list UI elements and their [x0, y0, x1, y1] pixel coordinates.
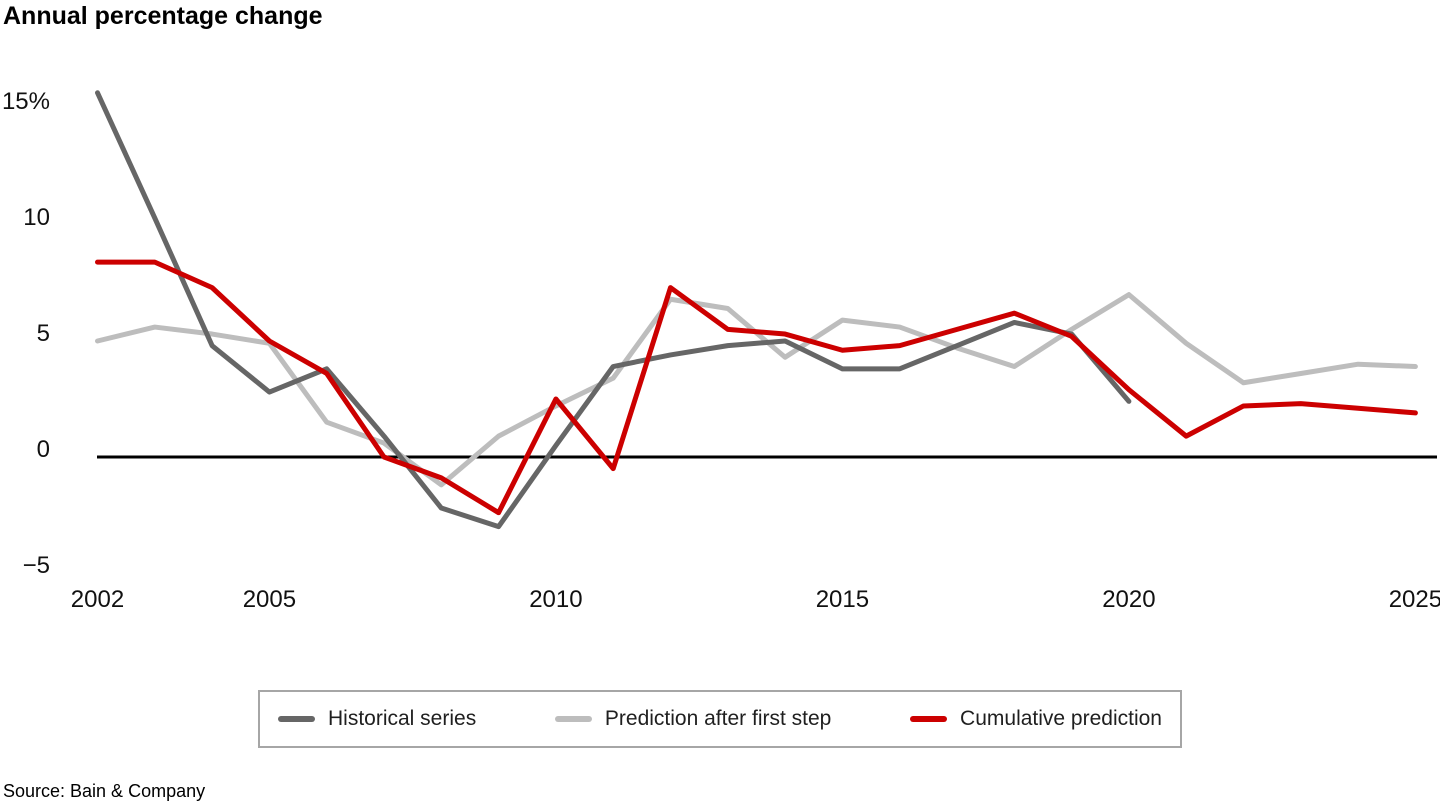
y-tick-label-10: 10: [23, 204, 50, 231]
y-tick-label--5: −5: [23, 552, 50, 579]
legend-item-first-step: Prediction after first step: [554, 707, 832, 731]
y-tick-label-5: 5: [37, 320, 50, 347]
x-tick-label-2025: 2025: [1389, 586, 1440, 613]
x-tick-label-2005: 2005: [243, 586, 296, 613]
cumulative-series-swatch-icon: [910, 716, 948, 722]
first-step-series-swatch-icon: [554, 716, 592, 722]
x-tick-label-2020: 2020: [1102, 586, 1155, 613]
legend-label-cumulative: Cumulative prediction: [960, 707, 1162, 730]
legend: Historical series Prediction after first…: [258, 690, 1182, 748]
x-tick-label-2002: 2002: [71, 586, 124, 613]
legend-item-historical: Historical series: [278, 707, 476, 731]
y-tick-label-0: 0: [37, 436, 50, 463]
legend-item-cumulative: Cumulative prediction: [910, 707, 1162, 731]
legend-label-historical: Historical series: [328, 707, 477, 730]
historical-series-swatch-icon: [278, 716, 315, 722]
x-tick-label-2015: 2015: [816, 586, 869, 613]
x-tick-label-2010: 2010: [529, 586, 582, 613]
y-tick-label-15: 15%: [2, 88, 50, 115]
chart-title: Annual percentage change: [3, 2, 323, 30]
legend-label-first-step: Prediction after first step: [604, 707, 832, 730]
series-line-historical: [95, 90, 1132, 530]
series-line-cumulative: [95, 259, 1418, 516]
source-note: Source: Bain & Company: [3, 781, 206, 801]
